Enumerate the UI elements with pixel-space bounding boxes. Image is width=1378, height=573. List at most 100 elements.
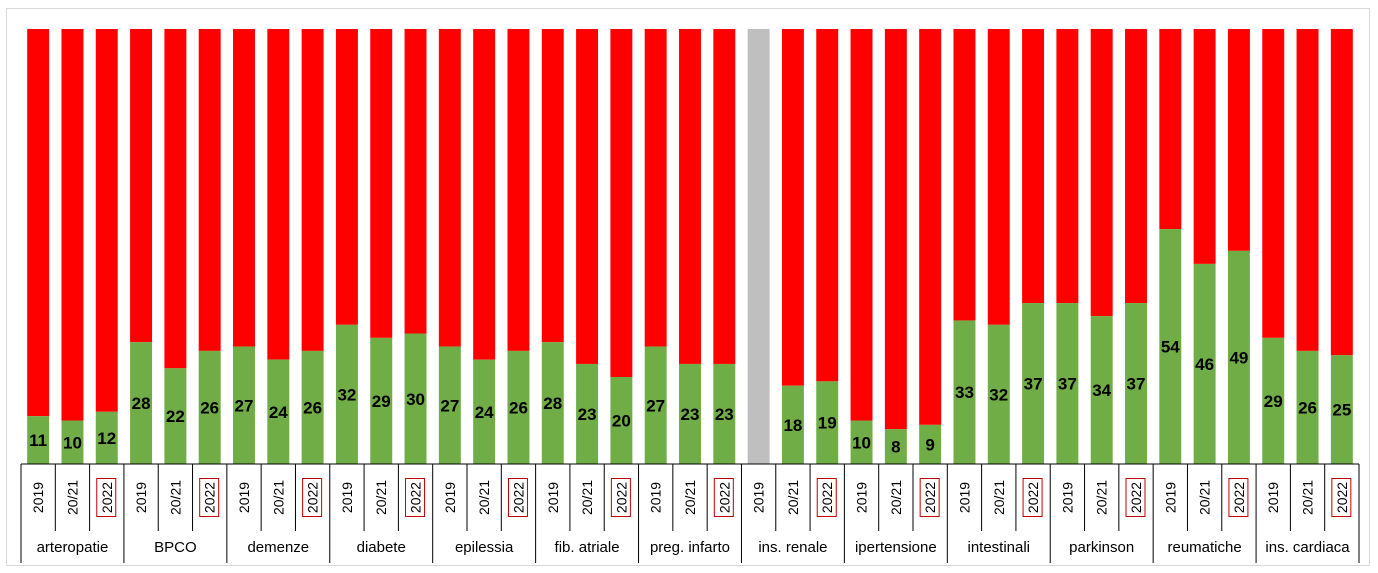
bar-red-segment [679, 29, 701, 364]
tick-highlight-box [713, 478, 734, 517]
bar-red-segment [1125, 29, 1147, 304]
group-label: epilessia [455, 539, 514, 556]
data-label: 46 [1195, 355, 1214, 374]
tick-label: 2022 [1025, 482, 1041, 513]
bar-green-segment [27, 416, 50, 464]
bar-red-segment [644, 29, 667, 347]
bar-green-segment [816, 381, 839, 464]
bar-red-segment [61, 29, 84, 421]
bar-green-segment [301, 350, 324, 464]
bar-red-segment [1193, 29, 1216, 264]
chart-frame: 11 2019 10 20/21 12 2022 arteropatie 28 2019 22 20… [6, 8, 1370, 566]
bar-green-segment [1193, 263, 1216, 464]
data-label: 25 [1332, 401, 1351, 420]
data-label: 28 [132, 394, 151, 413]
tick-highlight-box [96, 478, 117, 517]
bar-red-segment [987, 29, 1010, 325]
tick-label: 20/21 [888, 480, 904, 515]
tick-label: 2022 [408, 482, 424, 513]
tick-highlight-box [816, 478, 837, 517]
bar-green-segment [164, 368, 187, 464]
data-label: 24 [475, 403, 494, 422]
bar-red-segment [233, 29, 255, 347]
data-label: 37 [1024, 375, 1043, 394]
group-label: intestinali [967, 539, 1030, 556]
tick-label: 2019 [751, 482, 767, 513]
bar-green-segment [1159, 229, 1182, 464]
data-label: 28 [543, 394, 562, 413]
data-label: 37 [1127, 375, 1146, 394]
bar-green-segment [95, 411, 118, 464]
tick-label: 2022 [922, 482, 938, 513]
bar-green-segment [576, 363, 599, 464]
data-label: 9 [925, 435, 934, 454]
data-label: 27 [440, 396, 459, 415]
bar-red-segment [781, 29, 804, 386]
bar-red-segment [1022, 29, 1045, 304]
tick-highlight-box [1022, 478, 1043, 517]
bar-red-segment [541, 29, 564, 343]
bar-red-segment [884, 29, 907, 430]
data-label: 11 [29, 431, 47, 450]
data-label: 22 [166, 407, 185, 426]
bar-green-segment [987, 324, 1010, 464]
group-label: parkinson [1069, 539, 1134, 556]
data-label: 18 [783, 416, 802, 435]
data-label: 33 [955, 383, 974, 402]
bar-green-segment [1296, 350, 1319, 464]
bar-red-segment [1296, 29, 1319, 351]
tick-label: 2019 [236, 482, 252, 513]
tick-label: 20/21 [64, 480, 80, 515]
bar-green-segment [1022, 303, 1045, 464]
tick-label: 20/21 [373, 480, 389, 515]
data-label: 19 [818, 414, 837, 433]
group-label: fib. atriale [555, 539, 620, 556]
tick-label: 2019 [1059, 482, 1075, 513]
tick-label: 20/21 [270, 480, 286, 515]
data-label: 37 [1058, 375, 1077, 394]
data-label: 26 [1298, 398, 1317, 417]
bar-red-segment [576, 29, 599, 364]
tick-label: 2022 [1128, 482, 1144, 513]
bar-red-segment [1090, 29, 1113, 317]
bar-green-segment [130, 342, 153, 464]
bar-green-segment [370, 337, 393, 464]
tick-label: 2019 [956, 482, 972, 513]
bar-red-segment [404, 29, 427, 334]
bar-red-segment [95, 29, 118, 412]
data-label: 27 [646, 396, 665, 415]
bar-green-segment [198, 350, 221, 464]
tick-label: 2022 [1334, 482, 1350, 513]
data-label: 32 [337, 385, 356, 404]
bar-red-segment [164, 29, 187, 369]
tick-label: 20/21 [167, 480, 183, 515]
data-label: 26 [303, 398, 322, 417]
bar-green-segment [473, 359, 496, 464]
tick-label: 20/21 [579, 480, 595, 515]
group-label: demenze [247, 539, 309, 556]
data-label: 26 [200, 398, 219, 417]
group-label: ins. cardiaca [1265, 539, 1350, 556]
bar-green-segment [404, 333, 427, 464]
bar-red-segment [198, 29, 221, 351]
tick-label: 20/21 [682, 480, 698, 515]
tick-label: 2022 [510, 482, 526, 513]
bar-red-segment [370, 29, 393, 338]
data-label: 30 [406, 390, 425, 409]
data-label: 26 [509, 398, 528, 417]
bar-red-segment [610, 29, 633, 377]
data-label: 10 [852, 433, 871, 452]
bar-green-segment [679, 363, 701, 464]
tick-label: 20/21 [1197, 480, 1213, 515]
data-label: 29 [372, 392, 391, 411]
data-label: 23 [578, 405, 597, 424]
data-label: 23 [681, 405, 700, 424]
bar-red-segment [1262, 29, 1285, 338]
data-label: 27 [235, 396, 254, 415]
tick-label: 2019 [854, 482, 870, 513]
data-label: 32 [989, 385, 1008, 404]
bar-red-segment [335, 29, 358, 325]
tick-highlight-box [610, 478, 631, 517]
group-label: BPCO [154, 539, 197, 556]
tick-label: 2019 [339, 482, 355, 513]
